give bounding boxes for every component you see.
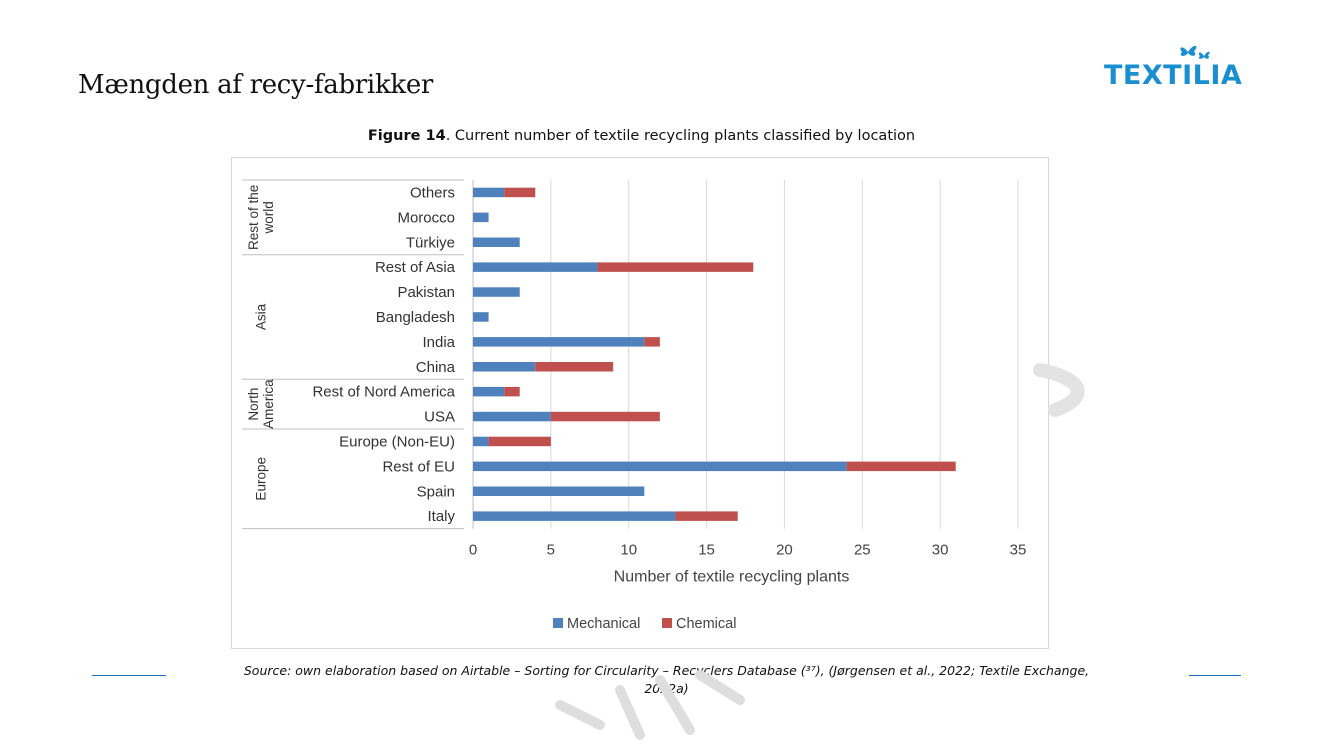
source-rule-left xyxy=(92,675,166,676)
category-label: USA xyxy=(424,409,455,426)
bar-mechanical xyxy=(473,411,551,422)
bar-mechanical xyxy=(473,486,645,496)
source-note: Source: own elaboration based on Airtabl… xyxy=(0,662,1333,698)
category-label: Morocco xyxy=(397,209,455,226)
bar-chemical xyxy=(846,461,956,472)
bar-chemical xyxy=(504,386,520,397)
category-label: Rest of Nord America xyxy=(312,384,455,401)
x-axis-title: Number of textile recycling plants xyxy=(614,569,850,586)
bar-chemical xyxy=(644,337,660,347)
category-label: Europe (Non-EU) xyxy=(339,433,455,450)
category-label: Pakistan xyxy=(397,284,455,301)
bar-mechanical xyxy=(473,287,520,297)
bar-mechanical xyxy=(473,436,489,447)
category-label: India xyxy=(422,334,455,351)
category-label: Türkiye xyxy=(406,234,455,251)
bar-mechanical xyxy=(473,237,520,247)
logo-text: TEXTILIA xyxy=(1104,60,1243,91)
bar-mechanical xyxy=(473,461,847,472)
bar-mechanical xyxy=(473,212,489,223)
figure-label: Figure 14 xyxy=(367,128,446,144)
bar-mechanical xyxy=(473,187,505,198)
category-label: Rest of EU xyxy=(382,458,455,475)
bar-chemical xyxy=(504,187,536,198)
group-label: world xyxy=(261,201,276,234)
bar-mechanical xyxy=(473,511,676,521)
bar-mechanical xyxy=(473,386,505,397)
category-label: Spain xyxy=(417,483,455,500)
group-label: America xyxy=(261,379,276,429)
bar-mechanical xyxy=(473,337,645,347)
slide-title: Mængden af recy-fabrikker xyxy=(78,70,434,100)
bar-chemical xyxy=(597,262,754,272)
source-rule-right xyxy=(1189,675,1241,676)
chart-frame: 0 5 10 15 20 25 30 35 Rest of the world Asia North A… xyxy=(231,157,1049,649)
bar-chemical xyxy=(550,411,660,422)
x-tick-label: 35 xyxy=(1010,542,1027,559)
x-tick-label: 25 xyxy=(854,542,871,559)
bar-mechanical xyxy=(473,262,598,272)
category-label: Bangladesh xyxy=(376,309,455,326)
group-label: North xyxy=(246,388,261,421)
source-line-2: 2022a) xyxy=(644,681,689,696)
legend-label-chemical: Chemical xyxy=(676,616,736,632)
bar-mechanical xyxy=(473,312,489,322)
group-label: Asia xyxy=(254,303,269,330)
x-tick-label: 20 xyxy=(776,542,793,559)
group-label: Europe xyxy=(254,457,269,501)
figure-caption: Figure 14. Current number of textile rec… xyxy=(0,128,1283,144)
source-line-1: Source: own elaboration based on Airtabl… xyxy=(243,663,1090,678)
x-tick-label: 5 xyxy=(547,542,555,559)
group-label: Rest of the xyxy=(246,185,261,250)
x-tick-label: 15 xyxy=(698,542,715,559)
textilia-logo: TEXTILIA xyxy=(1100,38,1250,98)
x-tick-label: 0 xyxy=(469,542,477,559)
bar-chemical xyxy=(535,362,614,372)
category-label: Others xyxy=(410,184,455,201)
category-label: China xyxy=(416,359,456,376)
x-tick-label: 10 xyxy=(620,542,637,559)
bar-chemical xyxy=(675,511,738,521)
category-label: Italy xyxy=(427,508,455,525)
legend-label-mechanical: Mechanical xyxy=(567,616,640,632)
legend-swatch-chemical xyxy=(662,618,672,628)
category-label: Rest of Asia xyxy=(375,259,456,276)
x-tick-label: 30 xyxy=(932,542,949,559)
bar-chart: 0 5 10 15 20 25 30 35 Rest of the world Asia North A… xyxy=(242,179,1027,632)
figure-caption-text: . Current number of textile recycling pl… xyxy=(445,128,916,144)
bar-mechanical xyxy=(473,362,536,372)
bar-chemical xyxy=(488,436,551,447)
butterfly-icon xyxy=(1180,45,1210,59)
legend-swatch-mechanical xyxy=(553,618,563,628)
